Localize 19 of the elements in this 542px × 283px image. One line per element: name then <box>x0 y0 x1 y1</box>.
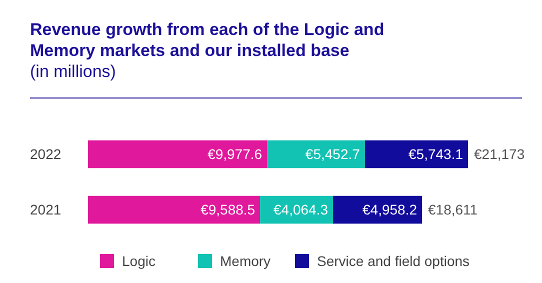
bar <box>267 140 365 168</box>
chart-title: Revenue growth from each of the Logic and Memory markets and our installed base <box>30 20 384 60</box>
bar <box>364 140 468 168</box>
chart-subtitle: (in millions) <box>30 62 116 81</box>
total-label: €21,173 <box>474 146 525 162</box>
y-tick-label: 2021 <box>30 202 62 218</box>
data-label: €5,452.7 <box>305 146 360 162</box>
legend-label: Logic <box>122 252 156 269</box>
data-label: €9,977.6 <box>208 146 262 162</box>
legend-label: Memory <box>220 252 271 269</box>
total-label: €18,611 <box>428 202 478 218</box>
legend-label: Service and field options <box>317 252 470 269</box>
data-label: €4,958.2 <box>362 202 418 218</box>
data-label: €9,588.5 <box>200 202 256 218</box>
bar <box>88 196 260 224</box>
bar <box>88 140 268 168</box>
y-tick-label: 2022 <box>30 146 62 162</box>
data-label: €5,743.1 <box>408 146 464 162</box>
data-label: €4,064.3 <box>274 202 328 218</box>
